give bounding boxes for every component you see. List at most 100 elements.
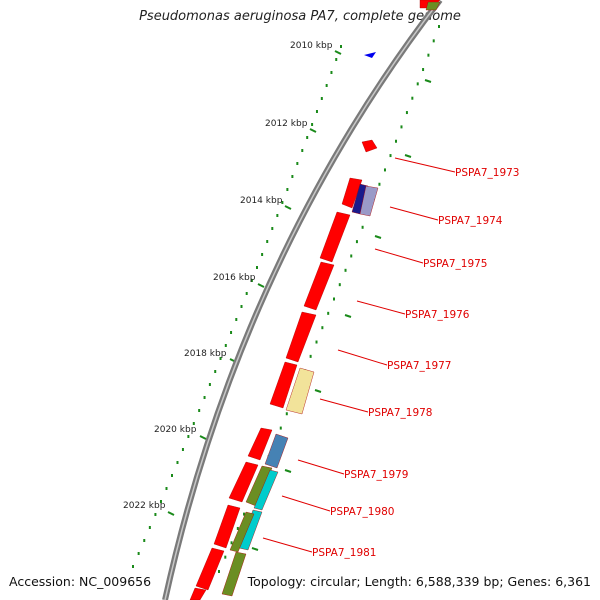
tick-dot [187,435,190,438]
tick-dot [137,552,140,555]
kbp-label: 2020 kbp [154,425,197,435]
tick-dot [245,292,248,295]
tick-dot [432,39,435,43]
tick-dot [266,240,269,243]
tick-dot [198,409,201,412]
gene-1979 [247,427,273,461]
genome-backbone-highlight [164,0,441,600]
inner-kbp-tick [251,547,259,551]
gene-1978 [269,361,298,409]
gene-leader [394,157,456,173]
gene-leader [297,459,345,475]
kbp-tick [284,205,292,210]
tick-dot [230,541,233,545]
kbp-label: 2010 kbp [290,41,333,51]
gene-label[interactable]: PSPA7_1981 [312,547,377,559]
tick-dot [335,58,338,61]
kbp-label: 2012 kbp [265,119,308,129]
topology-text: Topology: circular; Length: 6,588,339 bp… [247,574,591,589]
tick-dot [361,225,364,229]
tick-dot [315,110,318,113]
tick-dot [230,331,233,334]
gene-label[interactable]: PSPA7_1973 [455,167,520,179]
gene-label[interactable]: PSPA7_1980 [330,506,395,518]
gene-label[interactable]: PSPA7_1977 [387,360,452,372]
inner-kbp-tick [424,79,432,83]
gene-leader [281,495,331,512]
accession-text: Accession: NC_009656 [9,574,152,589]
gene-label[interactable]: PSPA7_1979 [344,469,409,481]
tick-dot [350,254,353,258]
kbp-scale: 2010 kbp 2012 kbp 2014 kbp 2016 kbp 2018 kbp… [123,41,432,551]
gene-1979-alt [264,433,289,469]
tick-dot [330,71,333,74]
kbp-label: 2018 kbp [184,349,227,359]
tick-dot [340,45,342,48]
tick-dot [255,266,258,269]
tick-dot [208,383,211,386]
tick-dot [261,253,264,256]
gene-1975 [319,211,351,263]
tick-dot [315,340,318,344]
tick-dot [154,513,157,516]
tick-dot [327,311,330,315]
title: Pseudomonas aeruginosa PA7, complete gen… [139,9,461,24]
gene-1982-olive [221,551,247,597]
tick-dot [236,526,239,530]
tick-dot [285,412,288,416]
gene-label[interactable]: PSPA7_1975 [423,258,488,270]
outer-tick-dots [132,45,342,568]
tick-dot [250,279,253,282]
tick-dot [291,175,294,178]
tick-dot [301,149,304,152]
tick-dot [219,357,222,360]
tick-dot [224,344,227,347]
tick-dot [132,565,134,568]
kbp-tick [167,511,175,516]
gene-1982 [195,547,225,591]
tick-dot [170,474,173,477]
kbp-tick [257,283,265,288]
genome-backbone [162,0,443,600]
tick-dot [400,125,403,129]
gene-label[interactable]: PSPA7_1974 [438,215,503,227]
kbp-tick [309,128,317,133]
tick-dot [338,283,341,287]
tick-dot [306,136,309,139]
gene-leader [389,206,439,221]
inner-kbp-tick [344,314,352,318]
tick-dot [276,214,279,217]
tick-dot [218,570,220,573]
tick-dot [214,370,217,373]
tick-dot [165,487,168,490]
tick-dot [320,97,323,100]
gene-track [189,0,441,600]
kbp-label: 2022 kbp [123,501,166,511]
inner-kbp-tick [404,154,412,158]
gene-leader [262,537,313,553]
tick-dot [383,168,386,172]
gene-1980-cyan [253,469,279,511]
kbp-tick [334,50,342,55]
gene-1974-shade [359,185,379,217]
tick-dot [281,201,284,204]
tick-dot [235,318,238,321]
tick-dot [438,25,440,28]
gene-label[interactable]: PSPA7_1976 [405,309,470,321]
tick-dot [286,188,289,191]
tick-dot [181,448,184,451]
tick-dot [416,82,419,86]
tick-dot [344,268,347,272]
gene-leader [319,398,369,413]
inner-kbp-tick [374,235,382,239]
tick-dot [325,84,328,87]
tick-dot [240,305,243,308]
gene-1980 [228,461,259,503]
tick-dot [271,227,274,230]
tick-dot [296,162,299,165]
tick-dot [378,182,381,186]
gene-label[interactable]: PSPA7_1978 [368,407,433,419]
gene-leader [374,248,424,264]
tick-dot [405,111,408,115]
tick-dot [411,96,414,100]
